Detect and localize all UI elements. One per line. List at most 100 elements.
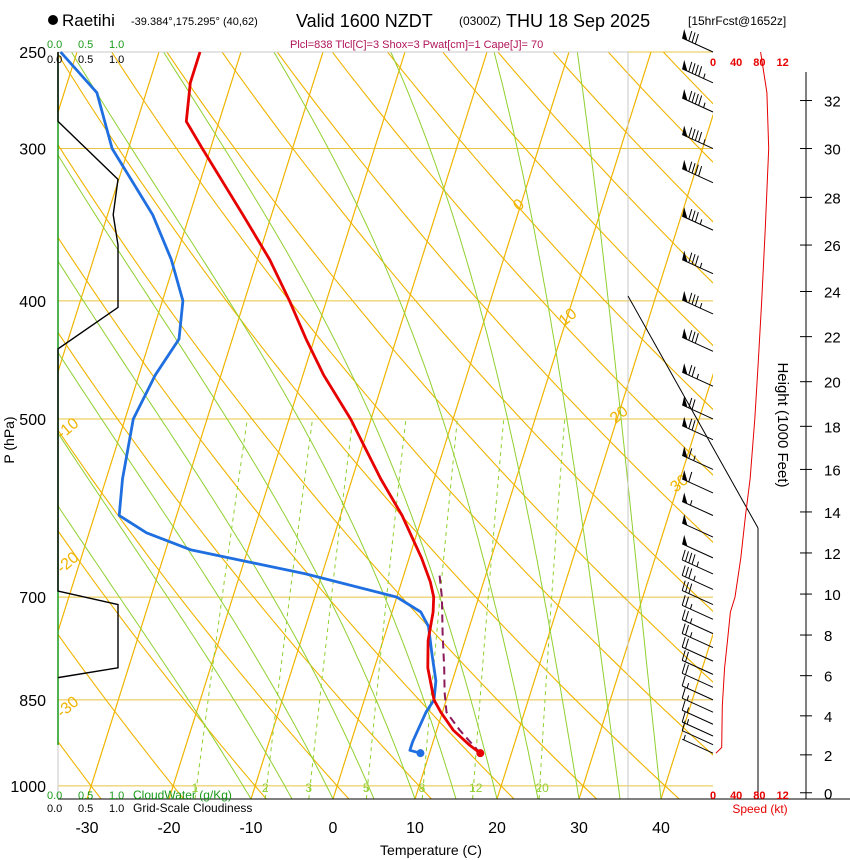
mixing-ratio-label: 1 (192, 781, 199, 795)
wind-barb-feather (688, 471, 693, 483)
wind-barb-feather (698, 131, 703, 143)
wind-barb-pennant (682, 59, 688, 72)
cloudiness-top-tick-label: 0.5 (78, 54, 93, 66)
isotherm-line (250, 52, 488, 799)
wind-barb (681, 659, 714, 675)
cloudwater-top-tick-label: 0.0 (47, 39, 62, 51)
wind-barb-feather (698, 66, 703, 77)
height-tick-label: 16 (824, 462, 841, 479)
wind-barb-feather (681, 549, 686, 561)
wind-barb-feather (688, 252, 693, 263)
wind-barb-half-feather (699, 262, 703, 269)
isotherm-line (332, 52, 570, 799)
wind-barb (681, 559, 714, 575)
height-tick-label: 20 (824, 375, 841, 392)
dry-adiabat-line (276, 52, 713, 544)
wind-barb-half-feather (693, 575, 696, 581)
speed-top-tick-label: 0 (710, 57, 716, 69)
wind-barb-feather (688, 583, 693, 594)
temperature-tick-label: 30 (570, 820, 588, 837)
wind-barb-feather (691, 254, 696, 265)
y-axis-title: P (hPa) (1, 416, 17, 463)
height-tick-label: 14 (824, 505, 841, 522)
temperature-tick-label: 10 (406, 820, 424, 837)
stability-params: Plcl=838 Tlcl[C]=3 Shox=3 Pwat[cm]=1 Cap… (290, 39, 543, 51)
wind-barb-half-feather (686, 719, 690, 725)
wind-barb-feather (688, 292, 693, 304)
wind-barb-feather (691, 128, 696, 140)
temperature-profile (184, 51, 482, 755)
wind-barb-feather (694, 295, 699, 307)
mixing-ratio-label: 12 (469, 781, 483, 795)
wind-barb-feather (691, 294, 696, 305)
dry-adiabat-line (386, 52, 713, 411)
wind-barb (681, 730, 714, 746)
isotherm-label: 0 (510, 196, 528, 215)
mixing-ratio-line (308, 418, 354, 799)
height-tick-label: 30 (824, 142, 841, 159)
height-tick-label: 32 (824, 94, 841, 111)
dry-adiabat-line (58, 236, 515, 799)
parcel-path (438, 573, 482, 754)
pressure-tick-label: 500 (19, 412, 46, 429)
mixing-ratio-line (365, 418, 407, 799)
wind-barb-feather (688, 127, 693, 138)
mixing-ratio-label: 20 (535, 781, 549, 795)
temperature-tick-label: 0 (329, 820, 338, 837)
wind-barb (681, 575, 714, 590)
height-axis-title: Height (1000 Feet) (774, 362, 791, 487)
isotherm-line (660, 632, 713, 799)
wind-barb-feather (688, 397, 693, 409)
plot-frame (57, 51, 850, 800)
wind-barb-feather (681, 720, 686, 731)
moist-adiabat-line (390, 52, 580, 799)
wind-barb-pennant (682, 446, 688, 458)
wind-barb-feather (691, 554, 696, 565)
cloudiness-top-tick-label: 0.0 (47, 54, 62, 66)
wind-barb-feather (681, 580, 686, 591)
wind-barb-feather (691, 420, 696, 431)
isotherm-line (168, 52, 406, 799)
wind-barb-feather (685, 551, 689, 562)
wind-barb (681, 633, 714, 649)
height-tick-label: 18 (824, 419, 841, 436)
speed-axis-title: Speed (kt) (732, 802, 787, 816)
speed-top-tick-label: 80 (753, 57, 765, 69)
wind-barb-feather (691, 210, 696, 221)
dry-adiabat-line (607, 52, 713, 163)
wind-barb-pennant (682, 416, 688, 429)
wind-barb-feather (688, 90, 693, 102)
mixing-ratio-line (194, 418, 248, 799)
speed-bottom-tick-label: 12 (776, 790, 788, 802)
temperature-tick-label: -20 (157, 820, 180, 837)
dry-adiabat-line (58, 429, 350, 799)
cloudiness-profile (57, 52, 119, 679)
pressure-tick-label: 250 (19, 45, 46, 62)
moist-adiabat-lines (58, 52, 662, 799)
wind-barb-feather (694, 130, 699, 141)
valid-utc: (0300Z) (459, 14, 501, 28)
wind-barb-half-feather (686, 707, 690, 713)
isotherm-line (58, 52, 160, 374)
mixing-ratio-label: 3 (305, 781, 312, 795)
moist-adiabat-line (273, 52, 539, 799)
mixing-ratio-label: 8 (419, 781, 426, 795)
cloudwater-bottom-tick-label: 0.0 (47, 790, 62, 802)
wind-barb-feather (688, 161, 693, 172)
wind-barb (681, 685, 714, 701)
wind-barb-pennant (682, 29, 688, 41)
wind-barb (681, 646, 714, 662)
wind-barb-feather (691, 32, 696, 43)
dry-adiabat-line (497, 52, 713, 284)
wind-barb-feather (694, 33, 699, 45)
dewpoint-profile (59, 51, 438, 755)
height-tick-label: 6 (824, 669, 832, 686)
wind-barb-feather (694, 164, 699, 175)
dry-adiabat-line (58, 53, 680, 799)
pressure-tick-label: 400 (19, 294, 46, 311)
wind-barb (681, 590, 714, 606)
moist-adiabat-line (58, 505, 252, 799)
wind-barb-pennant (682, 290, 688, 303)
wind-barb-half-feather (703, 73, 706, 79)
